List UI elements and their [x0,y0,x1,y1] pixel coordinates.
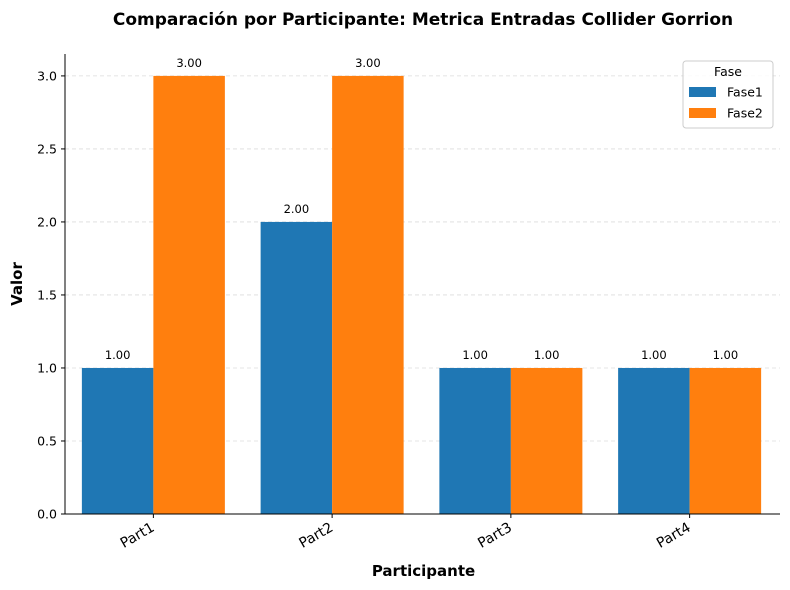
x-tick-label: Part1 [118,520,158,552]
y-tick-label: 0.5 [37,433,57,448]
x-ticks: Part1 Part2 Part3 Part4 [118,514,694,552]
data-label: 2.00 [284,202,310,216]
y-tick-label: 3.0 [37,68,57,83]
y-tick-label: 1.5 [37,287,57,302]
y-tick-label: 0.0 [37,507,57,522]
y-tick-label: 1.0 [37,360,57,375]
data-label: 1.00 [534,348,560,362]
chart-title: Comparación por Participante: Metrica En… [113,10,733,30]
y-tick-label: 2.0 [37,214,57,229]
y-ticks: 0.0 0.5 1.0 1.5 2.0 2.5 3.0 [37,68,65,522]
legend-swatch-fase1 [689,87,716,97]
axes [64,54,780,515]
bar-fase2-part4 [689,367,762,514]
legend-title: Fase [714,64,742,79]
bar-fase2-part2 [332,75,404,515]
bar-fase2-part1 [153,75,225,515]
data-label: 1.00 [641,348,667,362]
y-axis-title: Valor [8,262,26,306]
x-tick-label: Part2 [296,520,336,552]
legend-swatch-fase2 [689,108,716,118]
x-axis-title: Participante [372,562,475,580]
legend: Fase Fase1 Fase2 [682,60,774,129]
data-label: 3.00 [355,56,381,70]
data-label: 1.00 [105,348,131,362]
data-labels: 1.00 3.00 2.00 3.00 1.00 1.00 1.00 1.00 [105,56,738,362]
y-tick-label: 2.5 [37,141,57,156]
data-label: 1.00 [713,348,739,362]
bar-fase1-part3 [439,367,511,514]
bar-fase1-part4 [618,367,690,514]
data-label: 3.00 [176,56,202,70]
legend-label-fase1: Fase1 [727,85,763,100]
data-label: 1.00 [462,348,488,362]
bar-fase1-part2 [260,221,333,514]
x-tick-label: Part3 [475,520,515,552]
bars [81,75,762,515]
x-tick-label: Part4 [654,520,694,552]
bar-fase2-part3 [510,367,583,514]
legend-label-fase2: Fase2 [727,106,763,121]
bar-fase1-part1 [81,367,154,514]
